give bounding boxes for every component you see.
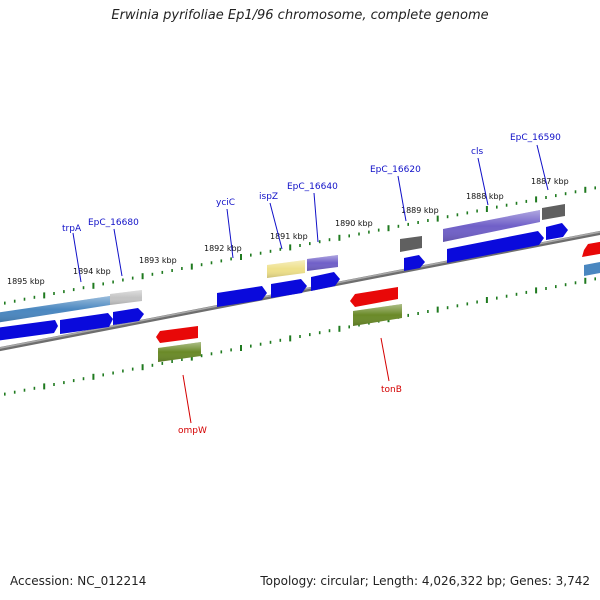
cds-arrow[interactable] bbox=[217, 286, 267, 307]
gene-label-cls[interactable]: cls bbox=[471, 147, 483, 157]
lower-tick-row bbox=[4, 277, 597, 396]
kbp-label: 1891 kbp bbox=[270, 232, 308, 241]
gene-label-epc16680[interactable]: EpC_16680 bbox=[88, 218, 139, 228]
gene-labels: trpA EpC_16680 yciC ispZ EpC_16640 EpC_1… bbox=[62, 133, 561, 436]
page-title: Erwinia pyrifoliae Ep1/96 chromosome, co… bbox=[111, 8, 489, 23]
gene-epc16620-bar[interactable] bbox=[400, 236, 422, 252]
gene-label-epc16620[interactable]: EpC_16620 bbox=[370, 165, 421, 175]
upper-tick-row bbox=[4, 186, 597, 305]
kbp-label: 1893 kbp bbox=[139, 256, 177, 265]
gene-label-tonB[interactable]: tonB bbox=[381, 385, 402, 395]
gene-label-trpA[interactable]: trpA bbox=[62, 224, 82, 234]
gene-ompW-cds[interactable] bbox=[156, 326, 198, 343]
kbp-label: 1890 kbp bbox=[335, 219, 373, 228]
gene-row-upper bbox=[0, 204, 600, 323]
gene-epc16590-bar[interactable] bbox=[542, 204, 565, 220]
gene-label-ompW[interactable]: ompW bbox=[178, 426, 207, 436]
kbp-scale: 1895 kbp 1894 kbp 1893 kbp 1892 kbp 1891… bbox=[7, 177, 569, 286]
gene-label-epc16590[interactable]: EpC_16590 bbox=[510, 133, 561, 143]
kbp-label: 1895 kbp bbox=[7, 277, 45, 286]
gene-row-lower bbox=[156, 287, 402, 362]
cds-arrow[interactable] bbox=[582, 241, 600, 257]
gene-edge-right-bar[interactable] bbox=[584, 261, 600, 276]
gene-label-yciC[interactable]: yciC bbox=[216, 198, 235, 208]
kbp-label: 1887 kbp bbox=[531, 177, 569, 186]
cds-row-upper bbox=[0, 223, 600, 341]
kbp-label: 1888 kbp bbox=[466, 192, 504, 201]
label-leaders bbox=[72, 144, 549, 424]
gene-label-ispZ[interactable]: ispZ bbox=[259, 192, 278, 202]
cds-arrow[interactable] bbox=[311, 272, 340, 291]
cds-arrow[interactable] bbox=[447, 231, 544, 263]
cds-arrow[interactable] bbox=[113, 308, 144, 325]
gene-tonB-cds[interactable] bbox=[350, 287, 398, 307]
cds-arrow[interactable] bbox=[271, 279, 307, 298]
kbp-label: 1894 kbp bbox=[73, 267, 111, 276]
cds-arrow[interactable] bbox=[60, 313, 113, 334]
gene-label-epc16640[interactable]: EpC_16640 bbox=[287, 182, 338, 192]
accession-label: Accession: NC_012214 bbox=[10, 574, 147, 588]
topology-summary: Topology: circular; Length: 4,026,322 bp… bbox=[260, 574, 590, 588]
cds-arrow[interactable] bbox=[0, 320, 58, 341]
cds-arrow[interactable] bbox=[546, 223, 568, 240]
kbp-label: 1892 kbp bbox=[204, 244, 242, 253]
kbp-label: 1889 kbp bbox=[401, 206, 439, 215]
cds-arrow[interactable] bbox=[404, 255, 425, 271]
